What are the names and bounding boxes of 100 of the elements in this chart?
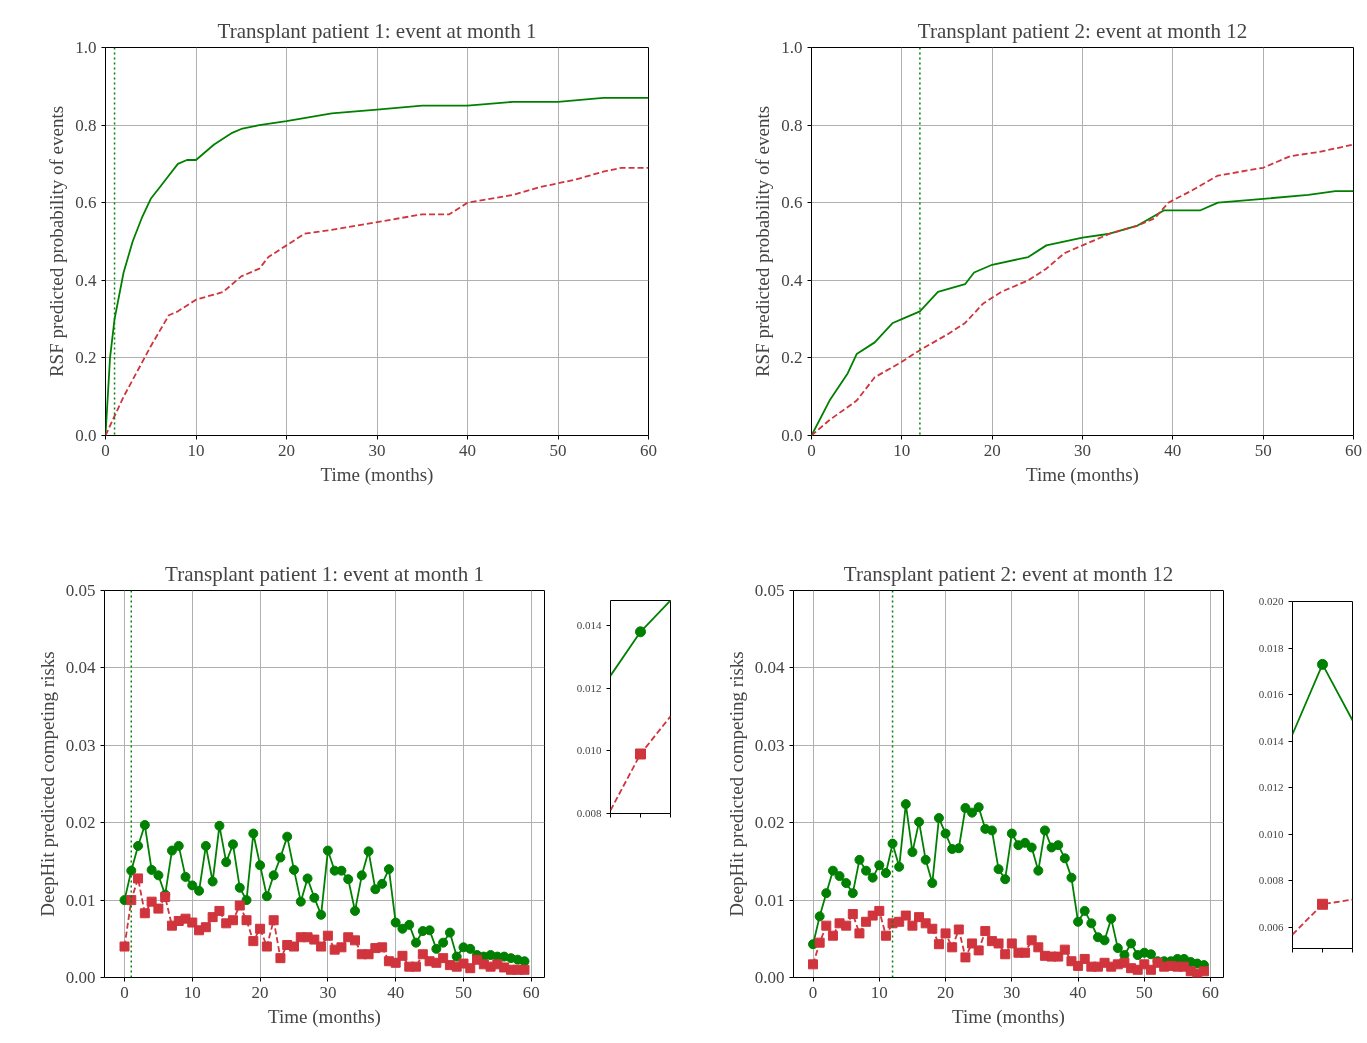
point [397, 950, 408, 961]
y-tick-label: 1.0 [781, 38, 803, 57]
point [417, 949, 428, 960]
point [847, 888, 858, 899]
x-axis-title: Time (months) [320, 463, 434, 486]
y-tick-label: 0.016 [1258, 688, 1284, 701]
point [383, 864, 394, 875]
y-tick-label: 0.006 [1258, 921, 1284, 934]
point [1145, 964, 1156, 975]
point [316, 941, 327, 952]
point [1066, 872, 1077, 883]
point [1126, 938, 1137, 949]
point [1198, 966, 1209, 977]
x-tick-label: 60 [640, 440, 657, 460]
point [1020, 837, 1031, 848]
point [854, 928, 865, 939]
point [248, 936, 259, 947]
x-tick-label: 60 [1202, 982, 1220, 1002]
point [288, 864, 299, 875]
y-tick-label: 0.05 [754, 581, 785, 600]
point [967, 807, 978, 818]
y-tick-label: 0.008 [576, 807, 602, 819]
point [411, 961, 422, 972]
point [880, 868, 891, 878]
point [187, 917, 198, 928]
y-tick-label: 0.018 [1258, 641, 1284, 654]
y-tick-label: 0.012 [1258, 781, 1284, 794]
point [194, 885, 205, 896]
point [1106, 913, 1117, 924]
x-tick-label: 40 [1164, 440, 1182, 460]
point [282, 831, 293, 842]
point [894, 861, 905, 872]
y-tick-label: 0.02 [65, 813, 96, 833]
point [874, 905, 885, 916]
y-axis-title: RSF predicted probability of events [46, 105, 68, 378]
chart-title: Transplant patient 2: event at month 12 [843, 561, 1174, 586]
y-tick-label: 0.4 [75, 270, 97, 290]
y-tick-label: 0.05 [65, 581, 96, 600]
x-tick-label: 40 [459, 440, 476, 460]
point [146, 864, 157, 875]
y-tick-label: 0.0 [781, 426, 803, 445]
y-tick-label: 0.04 [65, 658, 96, 678]
point [1073, 916, 1084, 927]
point [880, 930, 891, 941]
y-tick-label: 0.008 [1258, 874, 1284, 887]
point [960, 952, 971, 963]
point [214, 820, 225, 831]
point [841, 878, 852, 889]
point [986, 825, 997, 836]
point [221, 857, 232, 868]
point [350, 905, 361, 916]
point [940, 928, 951, 939]
point [1020, 947, 1031, 958]
x-tick-label: 50 [1254, 440, 1272, 460]
point [519, 956, 530, 967]
y-tick-label: 0.8 [75, 115, 97, 135]
point [200, 922, 211, 933]
x-tick-label: 10 [183, 982, 201, 1002]
y-tick-label: 0.010 [576, 744, 602, 757]
point [404, 919, 415, 930]
point [173, 840, 184, 851]
point [227, 839, 238, 850]
point [980, 926, 991, 937]
point [907, 920, 918, 931]
point [255, 860, 266, 871]
y-tick-label: 0.014 [576, 619, 602, 632]
point [268, 915, 279, 926]
point [827, 930, 838, 941]
point [343, 874, 354, 885]
point [275, 852, 286, 863]
point [1006, 828, 1017, 839]
x-tick-label: 40 [387, 982, 405, 1002]
point [920, 854, 931, 865]
y-tick-label: 0.012 [576, 681, 602, 694]
point [947, 942, 958, 953]
point [288, 941, 299, 952]
y-axis-title: RSF predicted probability of events [752, 105, 774, 378]
point [1053, 840, 1064, 851]
y-tick-label: 0.0 [75, 426, 97, 445]
point [914, 816, 925, 827]
y-tick-label: 0.03 [65, 735, 96, 755]
y-tick-label: 0.00 [754, 968, 785, 987]
point [166, 845, 177, 856]
point [927, 878, 938, 889]
point [248, 828, 259, 839]
y-tick-label: 0.8 [781, 115, 803, 135]
point [1079, 905, 1090, 916]
point [268, 870, 279, 881]
point [1079, 953, 1090, 964]
chart-title: Transplant patient 2: event at month 12 [917, 18, 1248, 43]
point [1099, 935, 1110, 946]
point [153, 903, 164, 914]
x-axis-title: Time (months) [1026, 463, 1139, 486]
point [255, 923, 266, 934]
point [241, 915, 252, 926]
y-tick-label: 0.01 [65, 890, 96, 910]
point [874, 860, 885, 871]
point [431, 943, 442, 954]
point [519, 964, 530, 975]
point [316, 909, 327, 920]
